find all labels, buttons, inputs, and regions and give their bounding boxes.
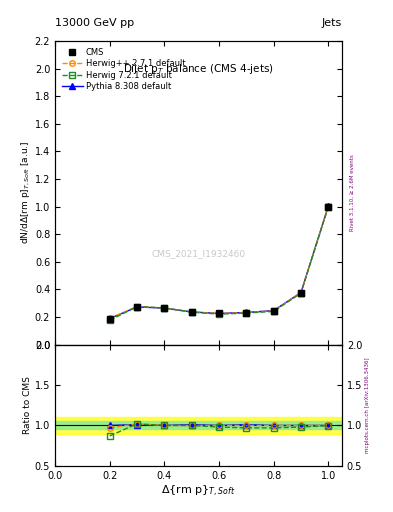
Legend: CMS, Herwig++ 2.7.1 default, Herwig 7.2.1 default, Pythia 8.308 default: CMS, Herwig++ 2.7.1 default, Herwig 7.2.… (59, 45, 188, 94)
Text: CMS_2021_I1932460: CMS_2021_I1932460 (151, 249, 246, 258)
Y-axis label: Rivet 3.1.10, ≥ 2.6M events: Rivet 3.1.10, ≥ 2.6M events (349, 154, 354, 231)
Y-axis label: dN/d$\Delta$[rm p]$_{T,Soft}$ [a.u.]: dN/d$\Delta$[rm p]$_{T,Soft}$ [a.u.] (19, 141, 32, 244)
Text: 13000 GeV pp: 13000 GeV pp (55, 18, 134, 28)
Text: Dijet p$_T$ balance (CMS 4-jets): Dijet p$_T$ balance (CMS 4-jets) (123, 62, 274, 76)
X-axis label: $\Delta${rm p}$_{T,Soft}$: $\Delta${rm p}$_{T,Soft}$ (161, 483, 236, 499)
Y-axis label: mcplots.cern.ch [arXiv:1306.3436]: mcplots.cern.ch [arXiv:1306.3436] (365, 357, 370, 453)
Text: Jets: Jets (321, 18, 342, 28)
Y-axis label: Ratio to CMS: Ratio to CMS (23, 376, 32, 434)
